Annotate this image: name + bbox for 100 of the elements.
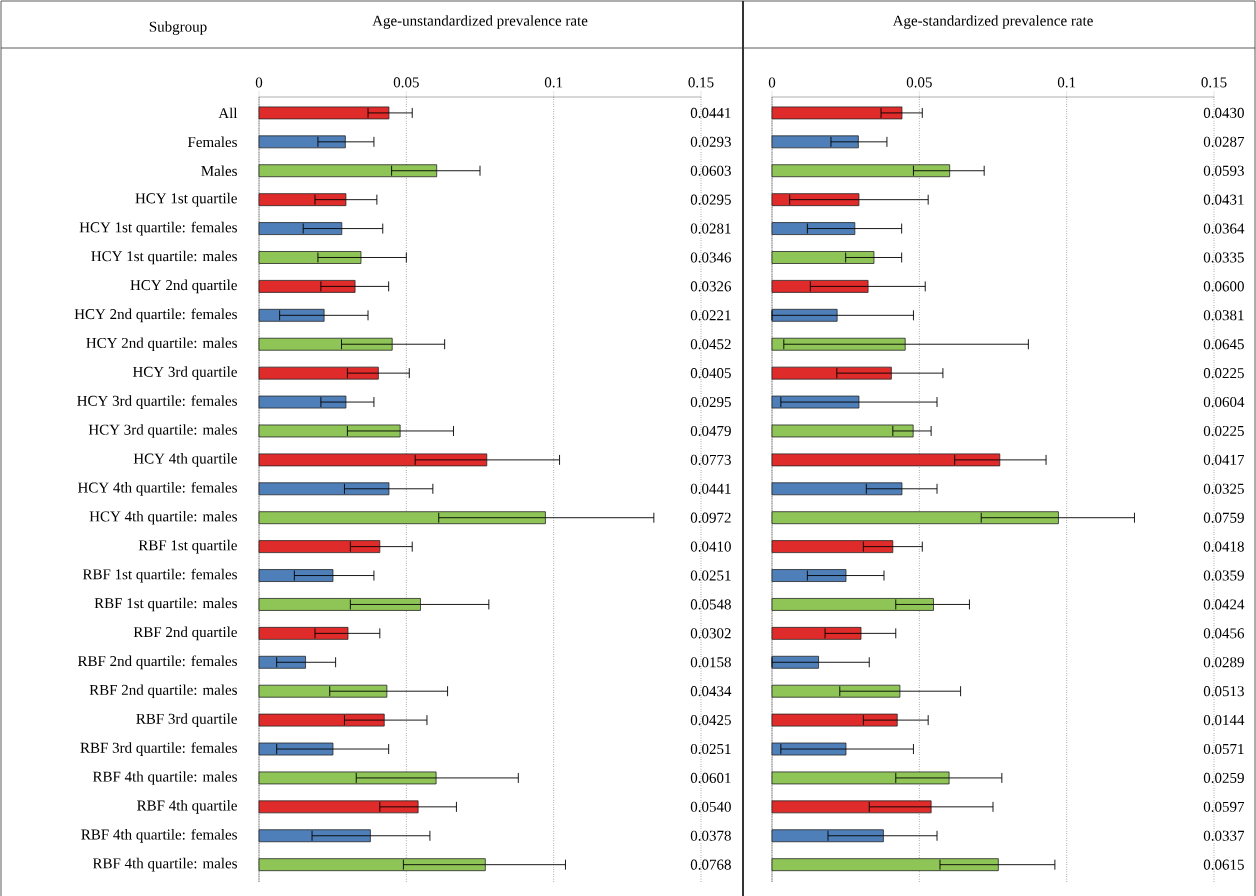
y-tick-label: HCY 3rd quartile: females bbox=[77, 395, 237, 409]
bar bbox=[258, 626, 349, 640]
annotation: 0.0225 bbox=[1203, 425, 1244, 437]
y-tick-label: RBF 3rd quartile bbox=[136, 713, 237, 727]
bar bbox=[258, 106, 390, 120]
y-tick-label: HCY 3rd quartile: males bbox=[88, 424, 237, 438]
annotation: 0.0325 bbox=[1203, 483, 1244, 494]
annotation: 0.0431 bbox=[1203, 194, 1244, 205]
bar bbox=[771, 800, 932, 814]
y-tick-label: RBF 2nd quartile bbox=[133, 626, 237, 641]
data-label: 0.0410 bbox=[690, 541, 731, 552]
x-tick-label: 0.1 bbox=[544, 77, 563, 88]
data-label: 0.0601 bbox=[690, 772, 731, 784]
y-tick-label: RBF 4th quartile: males bbox=[92, 771, 237, 785]
annotation: 0.0335 bbox=[1203, 252, 1244, 263]
annotation: 0.0604 bbox=[1203, 396, 1245, 408]
x-tick-label: 0 bbox=[255, 77, 263, 88]
bar bbox=[258, 858, 486, 872]
bar bbox=[258, 684, 388, 698]
y-tick-label: HCY 1st quartile: males bbox=[91, 250, 237, 265]
annotation: 0.0381 bbox=[1203, 310, 1244, 321]
annotation: 0.0759 bbox=[1203, 512, 1244, 523]
bar bbox=[771, 713, 898, 727]
annotation: 0.0418 bbox=[1203, 541, 1244, 552]
bar bbox=[771, 453, 1001, 467]
y-tick-label: RBF 1st quartile: females bbox=[82, 568, 237, 583]
y-tick-label: HCY 2nd quartile: females bbox=[74, 308, 237, 323]
bar bbox=[258, 164, 438, 178]
annotation: 0.0287 bbox=[1203, 136, 1245, 147]
bar bbox=[771, 482, 903, 496]
data-label: 0.0281 bbox=[690, 223, 731, 234]
data-label: 0.0378 bbox=[690, 830, 731, 841]
data-label: 0.0405 bbox=[690, 368, 731, 379]
y-tick-label: All bbox=[218, 107, 238, 119]
bar bbox=[258, 251, 362, 264]
bar bbox=[771, 251, 875, 264]
bar bbox=[771, 366, 892, 380]
y-tick-label: HCY 2nd quartile bbox=[130, 279, 237, 294]
bar bbox=[258, 713, 385, 727]
bar bbox=[771, 424, 914, 438]
annotation: 0.0364 bbox=[1203, 223, 1245, 234]
annotation: 0.0645 bbox=[1203, 339, 1244, 350]
x-tick-label: 0.05 bbox=[393, 77, 419, 88]
bar bbox=[771, 598, 934, 611]
bar bbox=[771, 829, 884, 843]
annotation: 0.0337 bbox=[1203, 830, 1245, 841]
bar bbox=[258, 280, 356, 293]
annotation: 0.0593 bbox=[1203, 165, 1244, 176]
data-label: 0.0972 bbox=[690, 512, 731, 523]
data-label: 0.0773 bbox=[690, 454, 731, 465]
annotation: 0.0430 bbox=[1203, 107, 1244, 119]
data-label: 0.0302 bbox=[690, 628, 731, 639]
y-axis-title: Subgroup bbox=[149, 21, 207, 35]
annotation: 0.0225 bbox=[1203, 368, 1244, 379]
bar bbox=[258, 598, 421, 611]
bar bbox=[771, 858, 999, 872]
bar bbox=[258, 337, 393, 351]
annotation: 0.0571 bbox=[1203, 743, 1244, 755]
x-tick-label: 0.1 bbox=[1057, 77, 1076, 88]
bar bbox=[258, 540, 381, 554]
annotation: 0.0289 bbox=[1203, 657, 1244, 668]
bar bbox=[771, 626, 862, 640]
data-label: 0.0221 bbox=[690, 310, 731, 321]
x-tick-label: 0.05 bbox=[906, 77, 932, 88]
y-tick-label: HCY 1st quartile bbox=[135, 192, 237, 207]
annotation: 0.0359 bbox=[1203, 570, 1244, 581]
data-label: 0.0434 bbox=[690, 686, 732, 697]
y-tick-label: RBF 4th quartile: females bbox=[81, 828, 237, 843]
data-label: 0.0452 bbox=[690, 339, 731, 350]
bar bbox=[771, 771, 950, 785]
bar bbox=[258, 800, 419, 814]
data-label: 0.0293 bbox=[690, 136, 731, 147]
x-tick-label: 0.15 bbox=[1201, 77, 1227, 88]
y-tick-label: Males bbox=[201, 165, 237, 177]
data-label: 0.0295 bbox=[690, 396, 731, 408]
x-tick-label: 0.15 bbox=[688, 77, 714, 88]
data-label: 0.0603 bbox=[690, 165, 731, 176]
y-tick-label: RBF 1st quartile: males bbox=[94, 597, 237, 612]
y-tick-label: HCY 4th quartile: males bbox=[89, 510, 237, 525]
y-tick-label: Females bbox=[187, 136, 237, 148]
y-tick-label: RBF 2nd quartile: males bbox=[89, 684, 237, 698]
bar bbox=[258, 135, 346, 149]
bar bbox=[771, 540, 894, 554]
bar bbox=[258, 482, 390, 496]
data-label: 0.0346 bbox=[690, 252, 732, 263]
y-tick-label: RBF 3rd quartile: females bbox=[80, 742, 237, 756]
annotation: 0.0259 bbox=[1203, 772, 1244, 784]
data-label: 0.0158 bbox=[690, 657, 731, 668]
data-label: 0.0768 bbox=[690, 859, 731, 870]
data-label: 0.0540 bbox=[690, 801, 731, 812]
bar bbox=[258, 366, 379, 380]
annotation: 0.0600 bbox=[1203, 281, 1244, 292]
bar bbox=[258, 771, 437, 785]
annotation: 0.0424 bbox=[1203, 599, 1245, 610]
data-label: 0.0441 bbox=[690, 107, 731, 119]
bar bbox=[258, 453, 488, 467]
y-tick-label: RBF 4th quartile bbox=[137, 800, 237, 814]
chart-title: Age-unstandardized prevalence rate bbox=[372, 15, 588, 29]
annotation: 0.0615 bbox=[1203, 859, 1244, 870]
annotation: 0.0144 bbox=[1203, 715, 1245, 726]
